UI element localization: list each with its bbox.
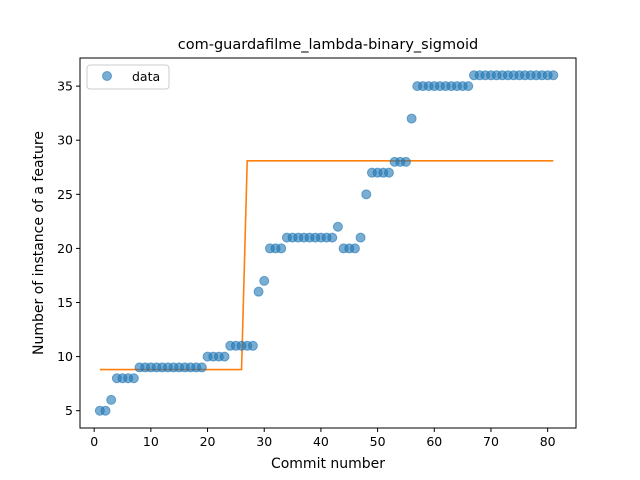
y-tick-label: 20 (57, 241, 73, 256)
y-tick-label: 5 (65, 403, 73, 418)
data-point (463, 81, 474, 92)
y-tick-label: 15 (57, 295, 73, 310)
legend-label-data: data (132, 69, 160, 84)
chart-title: com-guardafilme_lambda-binary_sigmoid (178, 37, 478, 53)
x-tick-label: 50 (370, 434, 386, 449)
plot-frame (79, 57, 577, 429)
y-axis-label: Number of instance of a feature (31, 131, 47, 355)
legend-box (86, 64, 170, 90)
data-point (327, 232, 338, 243)
data-point (332, 221, 343, 232)
data-point (100, 405, 111, 416)
y-tick-label: 10 (57, 349, 73, 364)
y-tick-label: 30 (57, 133, 73, 148)
y-axis: 5 10 15 20 25 30 35 (57, 79, 80, 418)
data-point (106, 394, 117, 405)
legend-marker-data (102, 71, 112, 81)
x-tick-label: 40 (313, 434, 329, 449)
data-point (406, 113, 417, 124)
x-tick-label: 10 (143, 434, 159, 449)
data-point (247, 340, 258, 351)
data-point (349, 243, 360, 254)
data-point (383, 167, 394, 178)
data-point (253, 286, 264, 297)
data-point (361, 189, 372, 200)
x-tick-label: 20 (200, 434, 216, 449)
data-point (259, 275, 270, 286)
data-point (355, 232, 366, 243)
data-point (400, 156, 411, 167)
data-point (128, 373, 139, 384)
y-tick-label: 35 (57, 79, 73, 94)
y-tick-label: 25 (57, 187, 73, 202)
x-tick-label: 70 (483, 434, 499, 449)
data-point (276, 243, 287, 254)
x-tick-label: 80 (540, 434, 556, 449)
plot-area (94, 70, 559, 416)
x-tick-label: 30 (256, 434, 272, 449)
x-tick-label: 0 (90, 434, 98, 449)
data-point (219, 351, 230, 362)
data-point (548, 70, 559, 81)
x-tick-label: 60 (426, 434, 442, 449)
x-axis: 0 10 20 30 40 50 60 70 80 (90, 428, 556, 449)
legend: data (86, 64, 170, 90)
x-axis-label: Commit number (271, 456, 385, 472)
data-point (196, 362, 207, 373)
